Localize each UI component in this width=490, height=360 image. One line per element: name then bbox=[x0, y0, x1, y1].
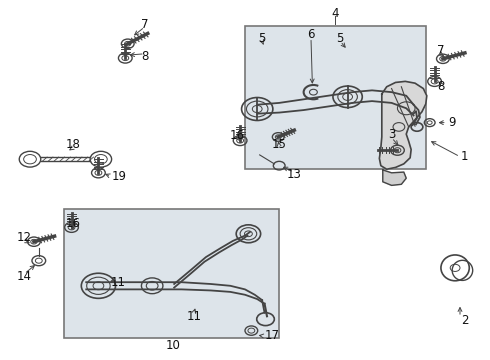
Text: 3: 3 bbox=[388, 127, 395, 141]
Text: 6: 6 bbox=[307, 28, 315, 41]
Text: 17: 17 bbox=[265, 329, 279, 342]
Text: 18: 18 bbox=[66, 138, 80, 150]
Text: 8: 8 bbox=[437, 80, 444, 93]
Text: 19: 19 bbox=[112, 170, 127, 183]
Text: 11: 11 bbox=[186, 310, 201, 323]
Text: 14: 14 bbox=[17, 270, 32, 283]
FancyBboxPatch shape bbox=[245, 26, 426, 169]
Text: 11: 11 bbox=[110, 276, 125, 289]
Text: 8: 8 bbox=[141, 50, 148, 63]
Text: 7: 7 bbox=[141, 18, 148, 31]
Text: 4: 4 bbox=[332, 7, 339, 20]
Text: 13: 13 bbox=[287, 168, 301, 181]
Polygon shape bbox=[379, 81, 427, 169]
Text: 5: 5 bbox=[337, 32, 344, 45]
Text: 12: 12 bbox=[17, 231, 32, 244]
Text: 16: 16 bbox=[230, 129, 245, 142]
Text: 10: 10 bbox=[166, 339, 181, 352]
FancyBboxPatch shape bbox=[64, 209, 279, 338]
Text: 2: 2 bbox=[461, 314, 468, 327]
Polygon shape bbox=[383, 170, 406, 185]
Text: 7: 7 bbox=[437, 44, 444, 57]
Text: 9: 9 bbox=[448, 116, 455, 129]
Text: 16: 16 bbox=[66, 216, 80, 230]
Text: 1: 1 bbox=[461, 150, 468, 163]
Text: 5: 5 bbox=[258, 32, 266, 45]
Text: 15: 15 bbox=[272, 138, 287, 150]
